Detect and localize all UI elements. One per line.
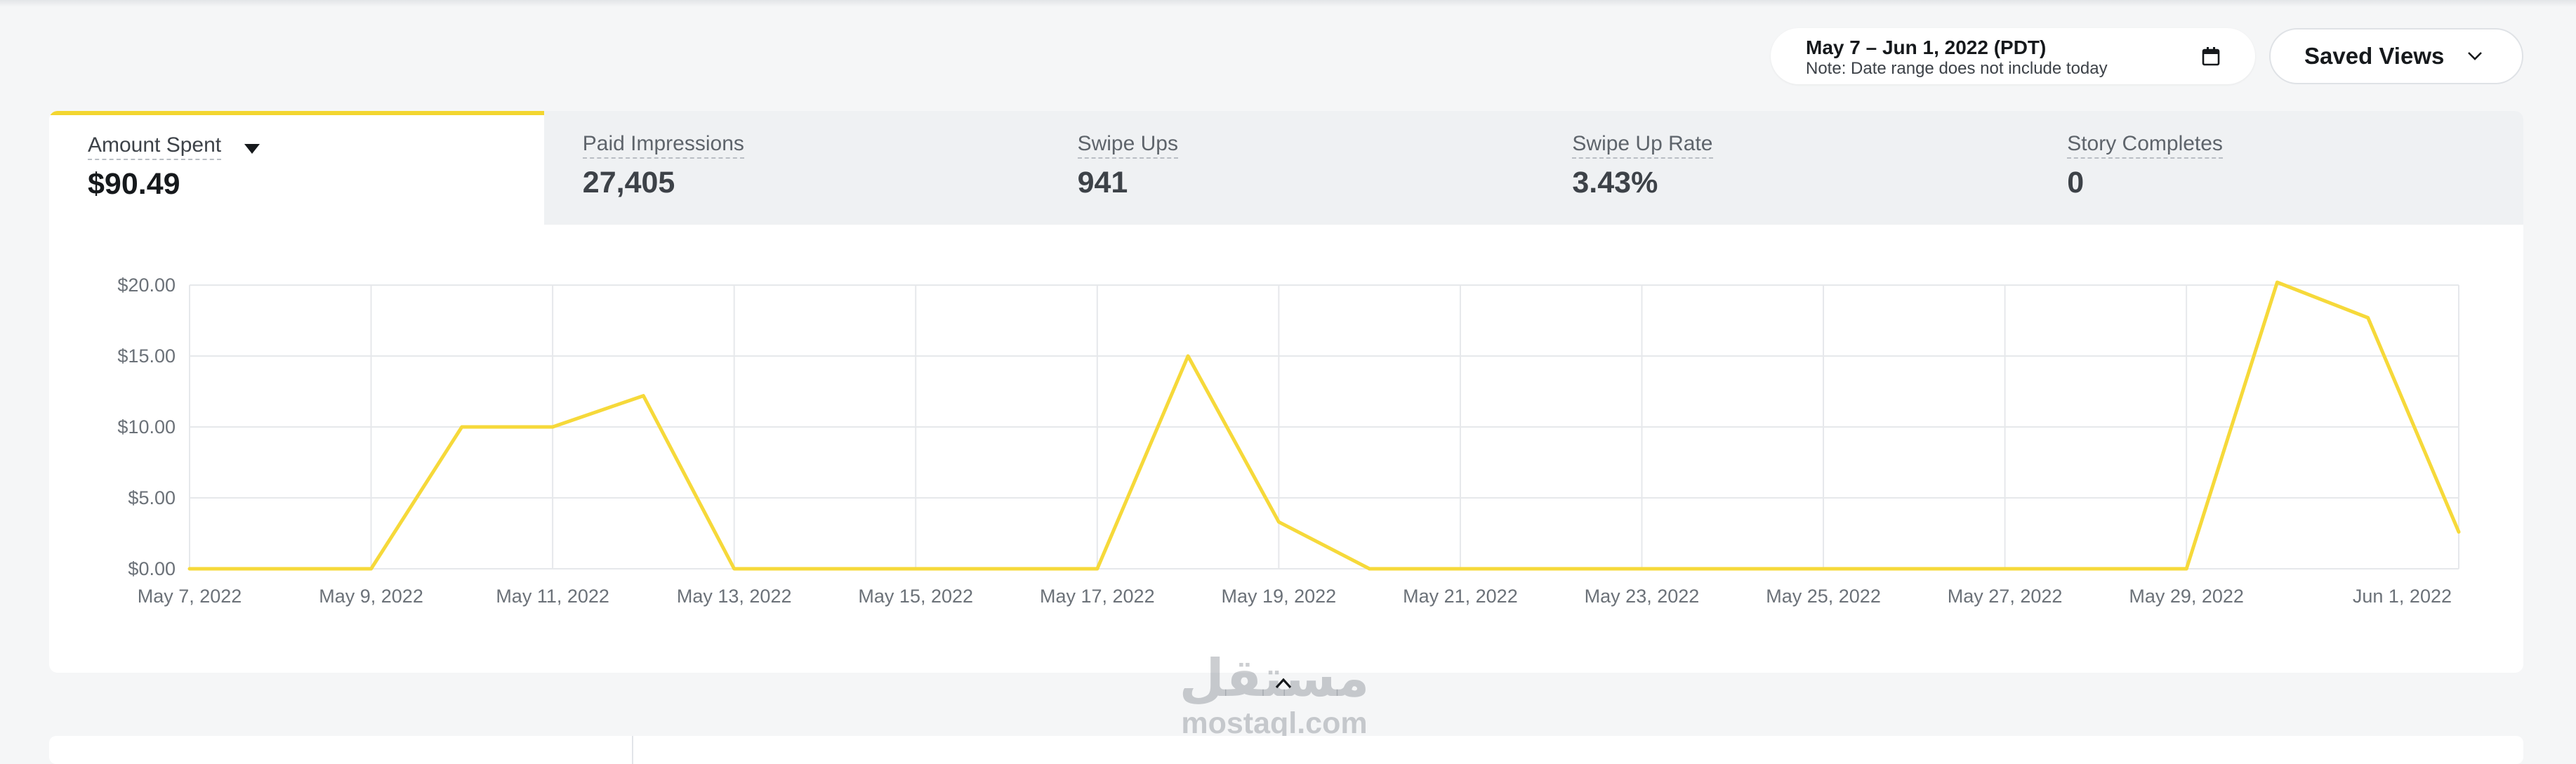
- date-range-value: May 7 – Jun 1, 2022 (PDT): [1806, 37, 2047, 58]
- top-shadow: [0, 0, 2576, 7]
- metric-tab-swipe-up-rate[interactable]: Swipe Up Rate 3.43%: [1533, 111, 2029, 225]
- watermark: مستقل mostaql.com: [1151, 650, 1397, 739]
- y-tick-label: $20.00: [117, 275, 176, 296]
- x-tick-label: May 9, 2022: [319, 586, 423, 607]
- y-tick-label: $10.00: [117, 416, 176, 437]
- calendar-icon[interactable]: [2200, 46, 2221, 67]
- chevron-up-icon[interactable]: [1273, 676, 1294, 691]
- saved-views-button[interactable]: Saved Views: [2269, 28, 2523, 84]
- x-tick-label: Jun 1, 2022: [2353, 586, 2452, 607]
- panel-divider: [632, 736, 633, 764]
- date-range-note: Note: Date range does not include today: [1806, 59, 2108, 78]
- date-range-text: May 7 – Jun 1, 2022 (PDT) Note: Date ran…: [1806, 37, 2108, 79]
- metric-tab-value: 27,405: [582, 166, 675, 199]
- x-tick-label: May 25, 2022: [1766, 586, 1881, 607]
- amount-spent-chart: $0.00 $5.00 $10.00 $15.00 $20.00 May 7, 2022 M…: [49, 225, 2523, 673]
- x-tick-label: May 19, 2022: [1222, 586, 1337, 607]
- x-tick-label: May 11, 2022: [496, 586, 609, 607]
- series-line: [187, 280, 2461, 571]
- metric-tab-paid-impressions[interactable]: Paid Impressions 27,405: [543, 111, 1039, 225]
- y-tick-label: $5.00: [128, 487, 176, 508]
- saved-views-label: Saved Views: [2304, 43, 2445, 69]
- y-tick-label: $15.00: [117, 345, 176, 367]
- watermark-arabic: مستقل: [1179, 648, 1370, 709]
- metric-tab-label: Swipe Ups: [1077, 132, 1178, 159]
- metric-tab-value: 3.43%: [1572, 166, 1658, 199]
- x-tick-label: May 27, 2022: [1948, 586, 2063, 607]
- watermark-latin: mostaql.com: [1181, 706, 1368, 740]
- x-tick-label: May 15, 2022: [858, 586, 973, 607]
- metric-tab-value: 941: [1077, 166, 1128, 199]
- metric-tab-label: Swipe Up Rate: [1572, 132, 1713, 159]
- x-tick-label: May 13, 2022: [677, 586, 792, 607]
- metric-tab-value: $90.49: [88, 167, 180, 201]
- line-chart: $0.00 $5.00 $10.00 $15.00 $20.00 May 7, 2022 M…: [117, 275, 2461, 607]
- x-tick-label: May 23, 2022: [1585, 586, 1700, 607]
- metric-tab-amount-spent[interactable]: Amount Spent $90.49: [49, 111, 544, 225]
- x-tick-label: May 21, 2022: [1403, 586, 1518, 607]
- details-panel: [49, 736, 2523, 764]
- metric-tab-story-completes[interactable]: Story Completes 0: [2028, 111, 2523, 225]
- metric-tab-label: Amount Spent: [88, 133, 222, 160]
- metric-tab-label: Paid Impressions: [582, 132, 744, 159]
- x-tick-label: May 17, 2022: [1040, 586, 1155, 607]
- x-tick-label: May 7, 2022: [138, 586, 242, 607]
- caret-down-icon[interactable]: [243, 143, 261, 155]
- metric-tab-label: Story Completes: [2067, 132, 2223, 159]
- y-tick-label: $0.00: [128, 558, 176, 579]
- metric-tab-swipe-ups[interactable]: Swipe Ups 941: [1038, 111, 1534, 225]
- metric-tab-value: 0: [2067, 166, 2085, 199]
- performance-card: Amount Spent $90.49 Paid Impressions 27,…: [49, 111, 2523, 673]
- metric-tabs: Amount Spent $90.49 Paid Impressions 27,…: [49, 111, 2523, 225]
- x-tick-label: May 29, 2022: [2129, 586, 2244, 607]
- date-range-picker[interactable]: May 7 – Jun 1, 2022 (PDT) Note: Date ran…: [1771, 28, 2255, 84]
- chevron-down-icon: [2468, 52, 2482, 60]
